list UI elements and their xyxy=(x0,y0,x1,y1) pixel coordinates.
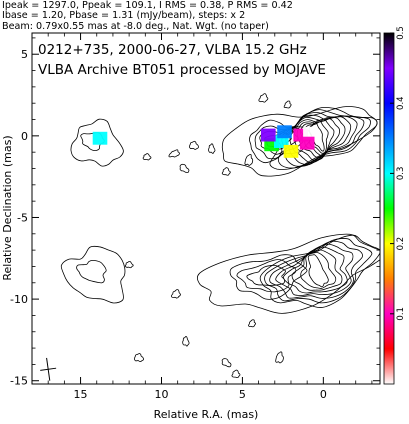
noise-contour xyxy=(168,149,180,158)
noise-contour xyxy=(231,369,241,379)
core-contour xyxy=(293,116,346,161)
colorbar: 0.1 0.2 0.3 0.4 0.5 xyxy=(383,26,406,385)
chart-title: 0212+735, 2000-06-27, VLBA 15.2 GHz xyxy=(38,42,307,58)
noise-contour xyxy=(275,351,284,364)
knot-contour xyxy=(76,259,107,284)
plot-frame xyxy=(31,32,381,385)
jet-contour xyxy=(236,259,297,293)
polarization-layer xyxy=(92,125,318,158)
colorbar-tick-label: 0.3 xyxy=(396,167,406,181)
noise-contour xyxy=(258,93,269,103)
knot-contour xyxy=(70,118,124,167)
colorbar-tick-label: 0.5 xyxy=(396,26,406,40)
chart-subtitle: VLBA Archive BT051 processed by MOJAVE xyxy=(38,62,326,78)
colorbar-tick-label: 0.4 xyxy=(396,96,406,110)
x-tick-label: 5 xyxy=(239,388,246,401)
y-tick-label: -15 xyxy=(10,375,28,388)
noise-contour xyxy=(221,358,232,368)
noise-contour xyxy=(189,140,199,150)
noise-contour xyxy=(283,100,292,109)
colorbar-tick-label: 0.1 xyxy=(396,307,406,321)
x-tick-label: 15 xyxy=(74,388,88,401)
core-contour xyxy=(264,238,373,304)
core-contour xyxy=(300,252,337,289)
polarization-patch xyxy=(299,136,315,150)
noise-contour xyxy=(134,353,144,363)
noise-contour xyxy=(171,289,181,299)
y-tick-label: 0 xyxy=(21,130,28,143)
knot-contour xyxy=(60,245,126,304)
beam-minor-axis xyxy=(40,367,57,371)
polarization-patch xyxy=(92,131,108,145)
noise-contour xyxy=(182,335,190,347)
polarization-patch xyxy=(283,144,299,158)
y-tick-label: -10 xyxy=(10,293,28,306)
noise-contour xyxy=(142,153,152,161)
jet-contour xyxy=(246,264,286,286)
noise-contour xyxy=(221,167,231,176)
y-tick-label: 5 xyxy=(21,48,28,61)
jet-contour xyxy=(229,254,308,300)
polarization-patch xyxy=(277,125,292,139)
x-tick-label: 0 xyxy=(320,388,327,401)
noise-contour xyxy=(124,260,134,269)
polarization-patch xyxy=(303,126,318,140)
axis-ticks: 15 10 5 0 5 0 -5 -10 -15 xyxy=(10,33,380,401)
core-contour xyxy=(307,254,329,288)
core-contour xyxy=(275,243,354,296)
colorbar-tick-label: 0.2 xyxy=(396,237,406,251)
envelope-contour xyxy=(221,106,378,177)
polarization-patch xyxy=(261,128,276,142)
noise-contour xyxy=(208,143,216,154)
core-contour xyxy=(277,109,371,169)
noise-contour xyxy=(179,163,190,173)
envelope-contour xyxy=(196,233,380,314)
y-axis-label: Relative Declination (mas) xyxy=(1,135,14,280)
polarization-patch xyxy=(274,135,289,148)
noise-contour xyxy=(248,319,257,328)
x-axis-label: Relative R.A. (mas) xyxy=(154,408,259,421)
header-line-peaks: Ipeak = 1297.0, Ppeak = 109.1, I RMS = 0… xyxy=(2,0,293,11)
noise-contour xyxy=(244,153,254,166)
core-contour xyxy=(269,107,378,170)
colorbar-scale xyxy=(383,32,395,385)
y-tick-label: -5 xyxy=(17,211,28,224)
x-tick-label: 10 xyxy=(154,388,168,401)
header-line-base: Ibase = 1.20, Pbase = 1.31 (mJy/beam), s… xyxy=(2,10,246,21)
core-contour xyxy=(269,240,363,299)
header-line-beam: Beam: 0.79x0.55 mas at -8.0 deg., Nat. W… xyxy=(2,21,269,32)
